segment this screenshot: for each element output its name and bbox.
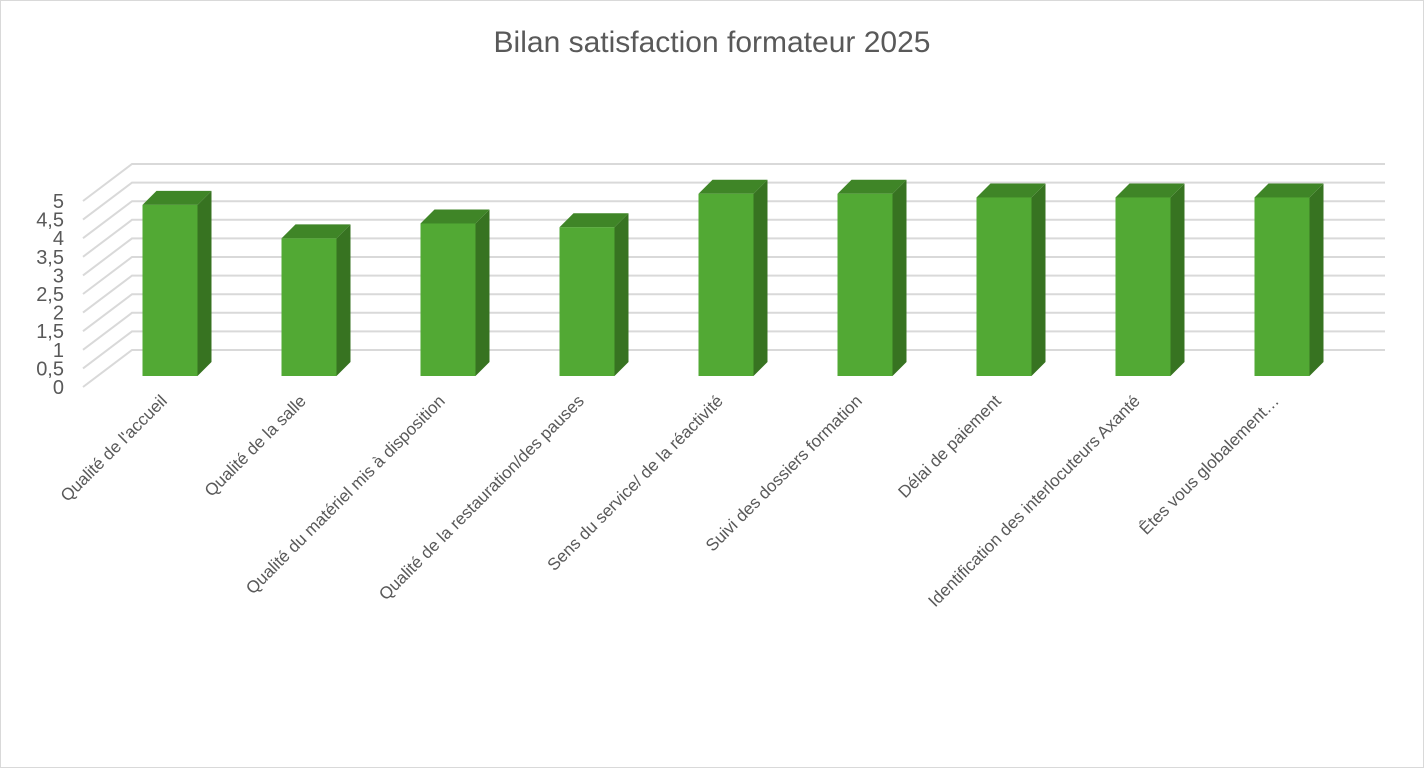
bar-top	[559, 213, 629, 228]
bar	[142, 204, 198, 376]
bar	[1115, 197, 1171, 376]
gridline	[82, 163, 1385, 202]
bar-side	[1170, 183, 1185, 376]
y-tick-label: 2	[53, 303, 64, 325]
y-tick-label: 2,5	[36, 284, 64, 306]
y-tick-label: 5	[53, 191, 64, 213]
y-tick-label: 0,5	[36, 358, 64, 380]
bar	[1254, 197, 1310, 376]
bar	[281, 238, 337, 376]
bar	[559, 227, 615, 376]
bar-top	[976, 183, 1046, 198]
bar	[698, 193, 754, 376]
y-tick-label: 1	[53, 340, 64, 362]
chart-title: Bilan satisfaction formateur 2025	[493, 26, 931, 59]
bar-side	[1309, 183, 1324, 376]
gridline	[82, 311, 1385, 351]
bar-side	[1031, 183, 1046, 376]
y-tick-label: 1,5	[36, 321, 64, 343]
y-tick-label: 3,5	[36, 247, 64, 269]
bar-side	[753, 179, 768, 376]
bar	[420, 223, 476, 376]
x-tick-label: Suivi des dossiers formation	[702, 391, 866, 555]
gridline	[82, 218, 1385, 258]
bar-top	[1254, 183, 1324, 198]
bar-top	[142, 190, 212, 205]
bar-top	[281, 224, 351, 239]
x-tick-label: Êtes vous globalement…	[1136, 391, 1283, 538]
gridline	[82, 293, 1385, 332]
gridline	[82, 330, 1385, 370]
gridline	[82, 349, 1385, 388]
gridline	[82, 181, 1385, 221]
y-tick-label: 0	[53, 377, 64, 399]
x-tick-label: Délai de paiement	[894, 391, 1005, 502]
bar-side	[197, 190, 212, 376]
y-tick-label: 4	[53, 228, 64, 250]
gridline	[82, 200, 1385, 239]
bar-top	[1115, 183, 1185, 198]
x-tick-label: Qualité de la salle	[201, 391, 310, 500]
bar-side	[614, 213, 629, 376]
bar-side	[475, 209, 490, 376]
bar	[837, 193, 893, 376]
bar-top	[698, 179, 768, 194]
x-tick-label: Qualité de l'accueil	[57, 391, 171, 505]
y-tick-label: 4,5	[36, 210, 64, 232]
bar-side	[336, 224, 351, 376]
bar-side	[892, 179, 907, 376]
gridline	[82, 274, 1385, 314]
gridline	[82, 237, 1385, 277]
y-tick-label: 3	[53, 265, 64, 287]
gridline	[82, 256, 1385, 295]
bar-top	[837, 179, 907, 194]
bar-top	[420, 209, 490, 224]
bar	[976, 197, 1032, 376]
